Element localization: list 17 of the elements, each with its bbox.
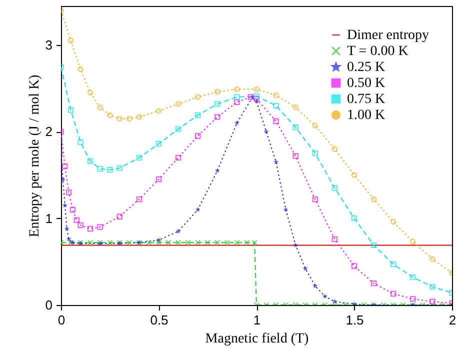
legend-label: 0.75 K	[347, 92, 386, 107]
x-tick-label: 0	[58, 312, 66, 328]
y-tick-label: 2	[45, 124, 52, 140]
y-axis-title: Entropy per mole (J / mol K)	[27, 74, 42, 238]
legend-label: 0.25 K	[347, 60, 386, 75]
x-tick-label: 1.5	[346, 312, 364, 328]
y-tick-label: 0	[45, 298, 52, 312]
legend-label: T = 0.00 K	[347, 44, 408, 59]
legend-label: 1.00 K	[347, 108, 386, 123]
legend-label: 0.50 K	[347, 76, 386, 91]
y-tick-label: 1	[45, 210, 52, 226]
y-tick-label: 3	[45, 38, 52, 52]
x-tick-label: 0.5	[150, 312, 168, 328]
x-axis-title: Magnetic field (T)	[205, 332, 310, 346]
x-tick-label: 1	[253, 312, 261, 328]
x-tick-label: 2	[448, 312, 456, 328]
legend-label: Dimer entropy	[347, 28, 430, 43]
